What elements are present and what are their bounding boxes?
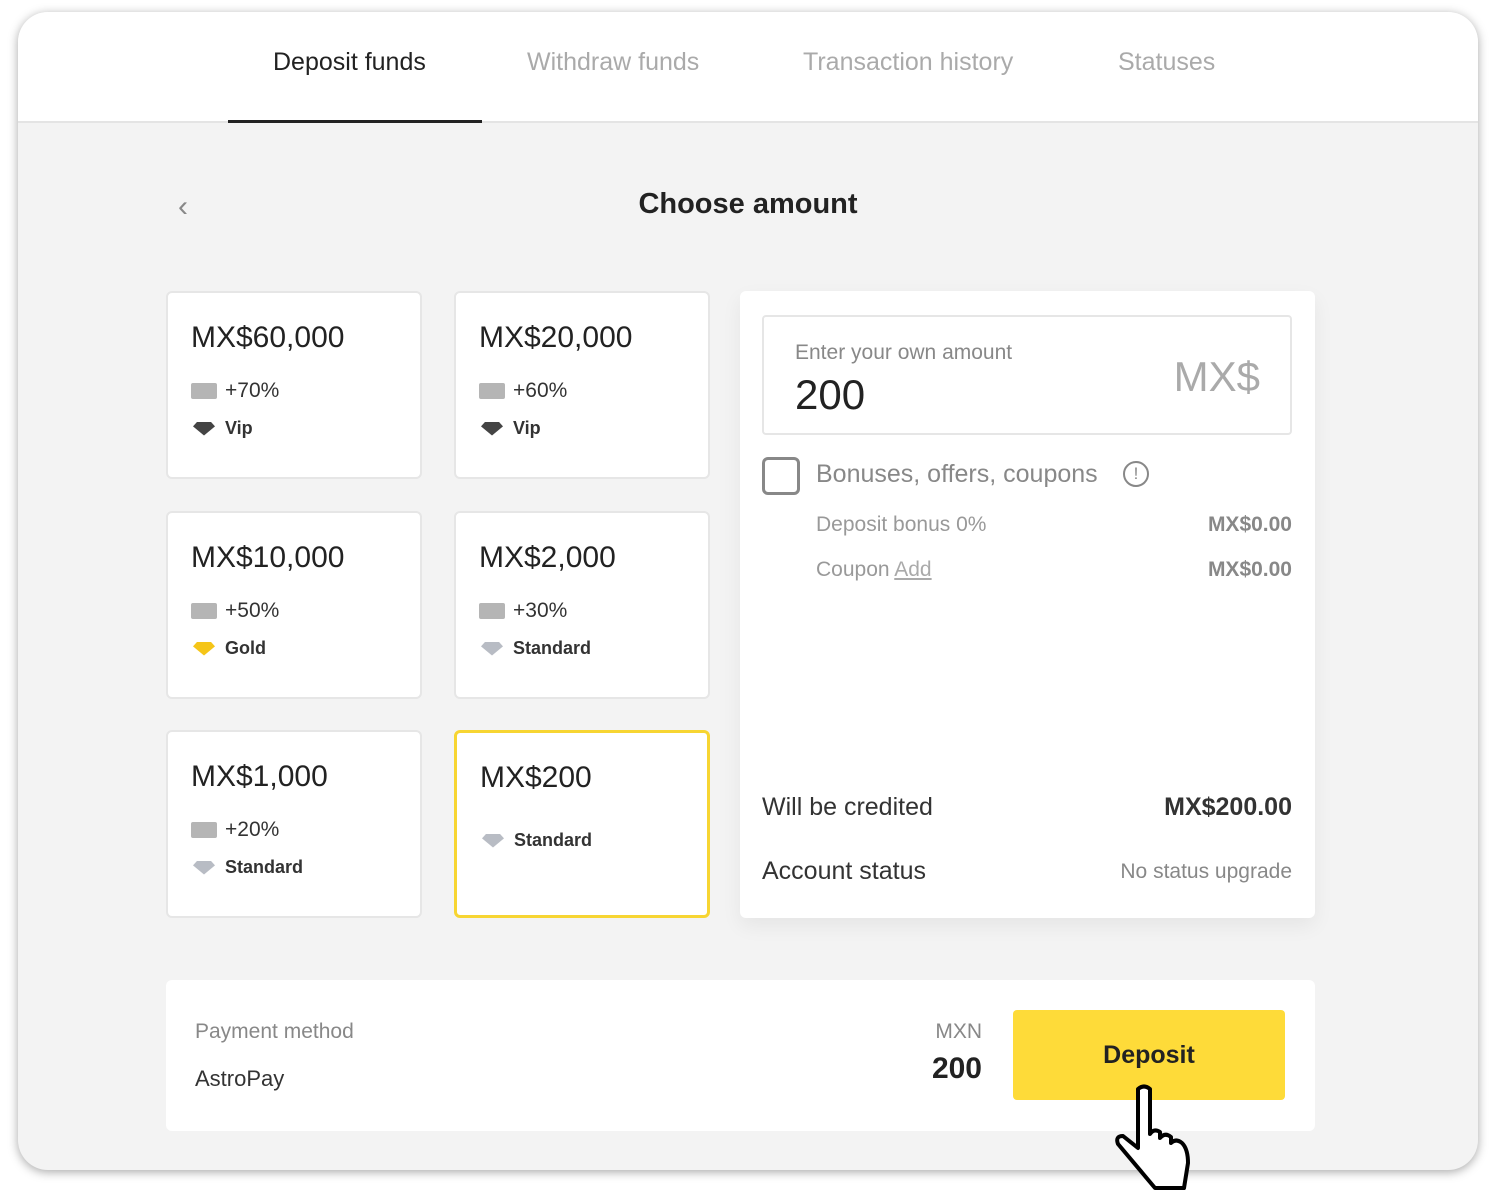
diamond-icon bbox=[193, 860, 215, 875]
diamond-icon bbox=[193, 421, 215, 436]
back-chevron-icon[interactable]: ‹ bbox=[178, 190, 188, 223]
payment-method-label: Payment method bbox=[195, 1020, 354, 1043]
tab-bar: Deposit funds Withdraw funds Transaction… bbox=[18, 12, 1478, 123]
card-amount: MX$10,000 bbox=[191, 541, 345, 574]
card-bonus-value: +30% bbox=[513, 599, 568, 622]
credited-value: MX$200.00 bbox=[1164, 793, 1292, 821]
card-bonus: +20% bbox=[191, 818, 279, 842]
input-value: 200 bbox=[795, 371, 866, 418]
input-label: Enter your own amount bbox=[795, 341, 1013, 364]
card-level: Vip bbox=[193, 418, 253, 439]
coupon-value: MX$0.00 bbox=[1207, 558, 1292, 581]
card-level: Standard bbox=[482, 830, 592, 851]
diamond-icon bbox=[482, 833, 504, 848]
tab-withdraw-funds[interactable]: Withdraw funds bbox=[527, 48, 700, 76]
amount-card[interactable]: MX$1,000 +20% Standard bbox=[166, 730, 422, 918]
card-amount: MX$20,000 bbox=[479, 321, 633, 354]
card-amount: MX$200 bbox=[480, 761, 592, 794]
card-level-label: Vip bbox=[513, 418, 541, 438]
card-bonus-value: +20% bbox=[225, 818, 280, 841]
card-bonus-value: +70% bbox=[225, 379, 280, 402]
payment-bar: Payment method AstroPay MXN 200 Deposit bbox=[166, 980, 1315, 1131]
tab-transaction-history[interactable]: Transaction history bbox=[803, 48, 1014, 76]
deposit-bonus-value: MX$0.00 bbox=[1207, 513, 1292, 536]
card-level-label: Standard bbox=[514, 830, 593, 850]
credited-label: Will be credited bbox=[762, 793, 933, 821]
ticket-icon bbox=[479, 603, 505, 619]
ticket-icon bbox=[191, 383, 217, 399]
diamond-icon bbox=[481, 421, 503, 436]
card-bonus-value: +50% bbox=[225, 599, 280, 622]
page-title: Choose amount bbox=[638, 188, 858, 220]
coupon-add-link[interactable]: Add bbox=[894, 558, 932, 581]
amount-summary-panel: Enter your own amount 200 MX$ Bonuses, o… bbox=[740, 291, 1315, 918]
deposit-amount: 200 bbox=[931, 1052, 982, 1085]
tab-deposit-funds[interactable]: Deposit funds bbox=[273, 48, 426, 76]
card-amount: MX$2,000 bbox=[479, 541, 616, 574]
card-amount: MX$60,000 bbox=[191, 321, 345, 354]
amount-card[interactable]: MX$10,000 +50% Gold bbox=[166, 511, 422, 699]
card-level: Vip bbox=[481, 418, 541, 439]
card-bonus: +30% bbox=[479, 599, 567, 623]
bonuses-checkbox[interactable] bbox=[762, 457, 800, 495]
payment-method-value: AstroPay bbox=[195, 1066, 285, 1091]
card-bonus-value: +60% bbox=[513, 379, 568, 402]
diamond-icon bbox=[193, 641, 215, 656]
currency-label: MX$ bbox=[1173, 353, 1260, 400]
bonuses-label: Bonuses, offers, coupons bbox=[816, 460, 1098, 488]
active-tab-indicator bbox=[228, 120, 482, 123]
card-level-label: Gold bbox=[225, 638, 266, 658]
diamond-icon bbox=[481, 641, 503, 656]
coupon-label: Coupon bbox=[816, 558, 890, 581]
amount-card[interactable]: MX$20,000 +60% Vip bbox=[454, 291, 710, 479]
hand-cursor-icon bbox=[1115, 1084, 1190, 1190]
card-level-label: Vip bbox=[225, 418, 253, 438]
deposit-bonus-label: Deposit bonus 0% bbox=[816, 513, 987, 536]
tab-statuses[interactable]: Statuses bbox=[1118, 48, 1216, 76]
amount-card[interactable]: MX$200 Standard bbox=[454, 730, 710, 918]
info-icon[interactable]: ! bbox=[1123, 461, 1149, 487]
deposit-button[interactable]: Deposit bbox=[1013, 1010, 1285, 1100]
ticket-icon bbox=[191, 822, 217, 838]
amount-card[interactable]: MX$2,000 +30% Standard bbox=[454, 511, 710, 699]
card-bonus: +70% bbox=[191, 379, 279, 403]
amount-card[interactable]: MX$60,000 +70% Vip bbox=[166, 291, 422, 479]
card-amount: MX$1,000 bbox=[191, 760, 328, 793]
account-status-label: Account status bbox=[762, 857, 926, 885]
card-level-label: Standard bbox=[225, 857, 304, 877]
card-level-label: Standard bbox=[513, 638, 592, 658]
currency-code: MXN bbox=[935, 1020, 982, 1043]
ticket-icon bbox=[191, 603, 217, 619]
card-bonus: +50% bbox=[191, 599, 279, 623]
card-level: Gold bbox=[193, 638, 266, 659]
card-bonus: +60% bbox=[479, 379, 567, 403]
card-level: Standard bbox=[481, 638, 591, 659]
custom-amount-input[interactable]: Enter your own amount 200 MX$ bbox=[762, 315, 1292, 435]
account-status-value: No status upgrade bbox=[1120, 860, 1292, 883]
card-level: Standard bbox=[193, 857, 303, 878]
ticket-icon bbox=[479, 383, 505, 399]
deposit-window: Deposit funds Withdraw funds Transaction… bbox=[18, 12, 1478, 1170]
